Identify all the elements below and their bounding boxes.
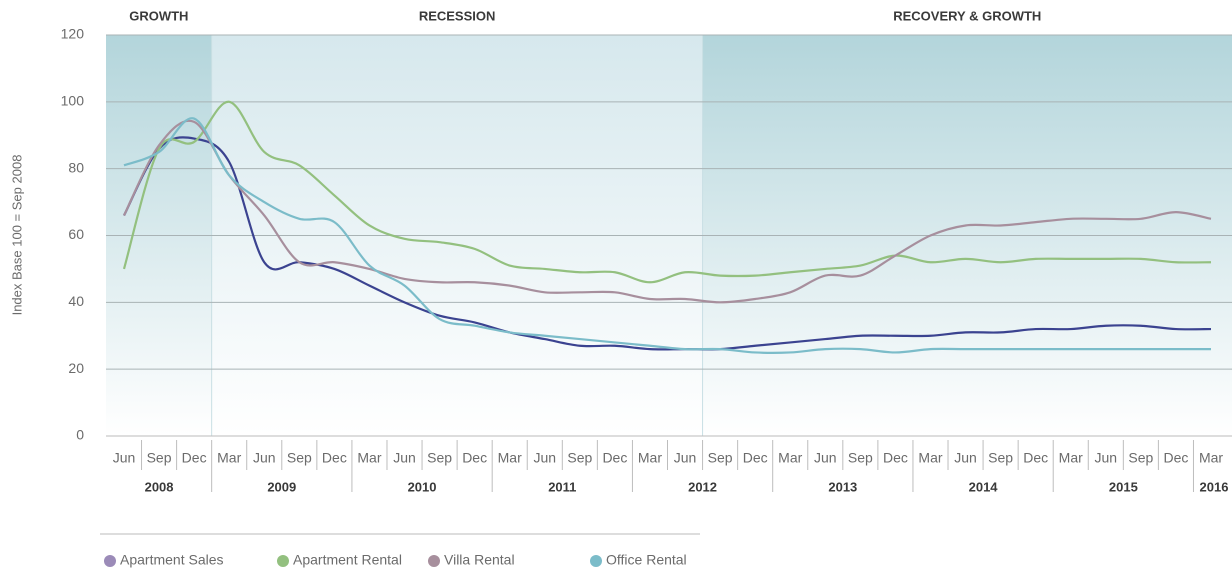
- x-tick-label: Dec: [1023, 450, 1048, 466]
- legend-label: Office Rental: [606, 552, 687, 568]
- x-tick-label: Dec: [743, 450, 768, 466]
- x-tick-label: Dec: [182, 450, 207, 466]
- y-tick-label: 20: [68, 360, 84, 376]
- x-tick-label: Dec: [883, 450, 908, 466]
- year-label: 2008: [145, 479, 174, 494]
- series-line: [123, 136, 1212, 351]
- x-tick-label: Sep: [567, 450, 592, 466]
- year-label: 2011: [548, 479, 576, 494]
- legend-marker: [104, 555, 116, 567]
- phase-label: RECESSION: [419, 8, 496, 23]
- series-line: [122, 100, 1212, 284]
- year-label: 2016: [1200, 479, 1229, 494]
- phase-label: RECOVERY & GROWTH: [893, 8, 1041, 23]
- x-tick-label: Jun: [814, 450, 837, 466]
- x-tick-label: Jun: [674, 450, 697, 466]
- x-tick-label: Jun: [113, 450, 136, 466]
- x-tick-label: Jun: [1095, 450, 1118, 466]
- x-tick-label: Jun: [954, 450, 977, 466]
- x-tick-label: Jun: [253, 450, 276, 466]
- y-tick-label: 80: [68, 159, 84, 175]
- year-label: 2015: [1109, 479, 1138, 494]
- x-tick-label: Jun: [533, 450, 556, 466]
- legend-marker: [590, 555, 602, 567]
- series-line: [123, 117, 1211, 354]
- x-tick-label: Sep: [427, 450, 452, 466]
- x-tick-label: Sep: [848, 450, 873, 466]
- x-tick-label: Mar: [1199, 450, 1223, 466]
- y-tick-label: 120: [61, 26, 85, 42]
- x-tick-label: Mar: [217, 450, 241, 466]
- y-tick-label: 100: [61, 93, 85, 109]
- series-line: [123, 119, 1212, 304]
- legend-label: Villa Rental: [444, 552, 515, 568]
- y-tick-label: 60: [68, 226, 84, 242]
- x-tick-label: Mar: [918, 450, 942, 466]
- year-label: 2013: [828, 479, 857, 494]
- x-tick-label: Mar: [357, 450, 381, 466]
- x-tick-label: Sep: [988, 450, 1013, 466]
- x-tick-label: Mar: [1059, 450, 1083, 466]
- x-tick-label: Dec: [322, 450, 347, 466]
- x-tick-label: Mar: [778, 450, 802, 466]
- year-label: 2009: [267, 479, 296, 494]
- x-tick-label: Sep: [708, 450, 733, 466]
- legend-marker: [277, 555, 289, 567]
- x-tick-label: Sep: [287, 450, 312, 466]
- x-tick-label: Dec: [462, 450, 487, 466]
- y-tick-label: 40: [68, 293, 84, 309]
- legend-label: Apartment Sales: [120, 552, 224, 568]
- phase-label: GROWTH: [129, 8, 188, 23]
- legend-marker: [428, 555, 440, 567]
- year-label: 2010: [408, 479, 437, 494]
- y-axis-label: Index Base 100 = Sep 2008: [9, 155, 24, 316]
- legend-label: Apartment Rental: [293, 552, 402, 568]
- x-tick-label: Sep: [147, 450, 172, 466]
- year-label: 2014: [969, 479, 999, 494]
- year-label: 2012: [688, 479, 717, 494]
- x-tick-label: Sep: [1128, 450, 1153, 466]
- x-tick-label: Mar: [638, 450, 662, 466]
- x-tick-label: Mar: [498, 450, 522, 466]
- y-tick-label: 0: [76, 427, 84, 443]
- x-tick-label: Dec: [1163, 450, 1188, 466]
- x-tick-label: Jun: [393, 450, 416, 466]
- x-tick-label: Dec: [602, 450, 627, 466]
